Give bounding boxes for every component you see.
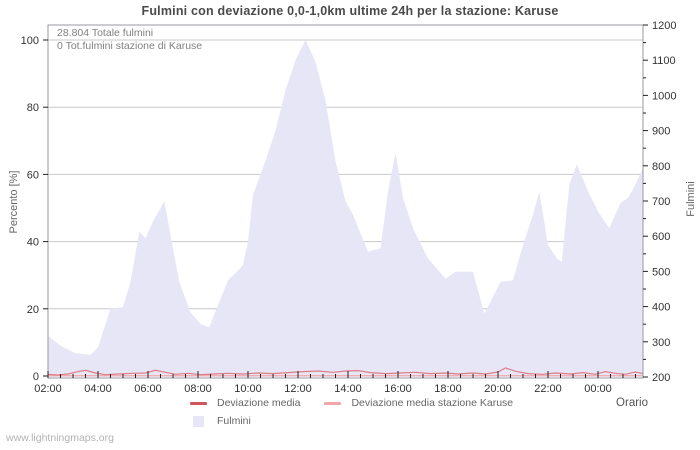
y-right-tick-label: 500	[652, 266, 670, 278]
x-tick-label: 10:00	[234, 383, 262, 395]
legend-line-swatch-deviazione-stazione-icon	[324, 401, 342, 405]
fulmini-area-series	[48, 40, 643, 377]
y-left-tick-label: 0	[33, 371, 39, 383]
x-tick-label: 00:00	[584, 383, 612, 395]
legend-item-fulmini: Fulmini	[190, 415, 251, 427]
y-axis-title-left: Percento [%]	[8, 170, 20, 234]
x-tick-label: 12:00	[284, 383, 312, 395]
legend-item-deviazione-stazione: Deviazione media stazione Karuse	[324, 397, 513, 409]
y-left-tick-label: 100	[21, 35, 39, 47]
legend-line-swatch-deviazione-media-icon	[190, 401, 207, 405]
legend: Deviazione media Deviazione media stazio…	[190, 397, 537, 433]
y-right-tick-label: 1000	[652, 90, 676, 102]
x-tick-label: 18:00	[434, 383, 462, 395]
x-tick-label: 06:00	[134, 383, 162, 395]
x-tick-label: 08:00	[184, 383, 212, 395]
x-tick-label: 22:00	[534, 383, 562, 395]
y-right-tick-label: 1200	[652, 20, 676, 32]
legend-label-fulmini: Fulmini	[217, 415, 251, 427]
y-left-tick-label: 20	[27, 304, 39, 316]
y-left-tick-label: 40	[27, 237, 39, 249]
legend-item-deviazione-media: Deviazione media	[190, 397, 300, 409]
annotation-station-fulmini: 0 Tot.fulmini stazione di Karuse	[57, 40, 203, 52]
y-axis-title-right: Fulmini	[685, 181, 697, 217]
legend-label-deviazione-stazione: Deviazione media stazione Karuse	[351, 397, 514, 409]
x-tick-label: 20:00	[484, 383, 512, 395]
y-right-tick-label: 200	[652, 372, 670, 384]
y-right-tick-label: 600	[652, 231, 670, 243]
y-left-tick-label: 80	[27, 102, 39, 114]
x-tick-label: 14:00	[334, 383, 362, 395]
x-axis-title: Orario	[616, 397, 648, 409]
y-left-tick-label: 60	[27, 169, 39, 181]
deviazione-media-line	[47, 367, 644, 376]
y-right-tick-label: 400	[652, 302, 670, 314]
y-right-tick-label: 700	[652, 196, 670, 208]
legend-label-deviazione-media: Deviazione media	[217, 397, 301, 409]
y-right-tick-label: 800	[652, 161, 670, 173]
annotation-total-fulmini: 28.804 Totale fulmini	[57, 27, 154, 39]
x-tick-label: 02:00	[34, 383, 62, 395]
x-tick-label: 16:00	[384, 383, 412, 395]
x-tick-label: 04:00	[84, 383, 112, 395]
legend-area-swatch-fulmini-icon	[193, 415, 204, 427]
watermark: www.lightningmaps.org	[6, 432, 114, 444]
chart-title: Fulmini con deviazione 0,0-1,0km ultime …	[141, 4, 559, 18]
y-right-tick-label: 900	[652, 126, 670, 138]
y-right-tick-label: 300	[652, 337, 670, 349]
y-right-tick-label: 1100	[652, 55, 676, 67]
